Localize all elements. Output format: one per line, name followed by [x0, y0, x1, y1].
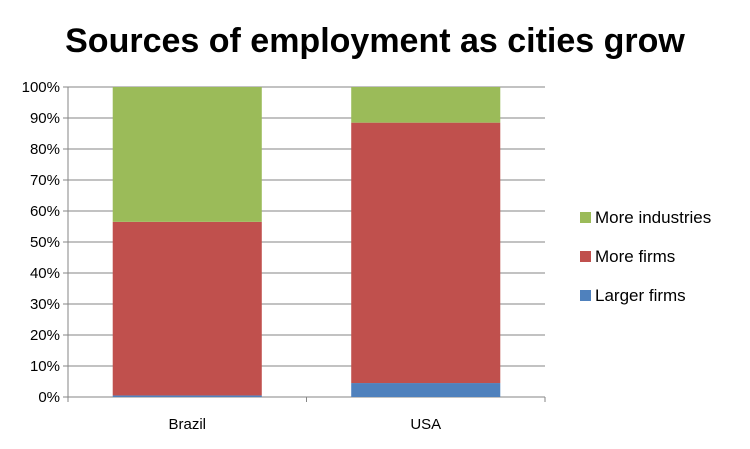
- legend-swatch: [580, 290, 591, 301]
- bar-segment: [351, 87, 501, 123]
- x-tick-labels: Brazil USA: [168, 416, 441, 433]
- bars: [112, 87, 501, 397]
- y-tick-label: 60%: [30, 203, 60, 220]
- y-tick-label: 10%: [30, 358, 60, 375]
- legend-swatch: [580, 251, 591, 262]
- y-tick-label: 80%: [30, 141, 60, 158]
- y-tick-label: 50%: [30, 234, 60, 251]
- y-tick-labels: 0% 10% 20% 30% 40% 50% 60% 70% 80% 90% 100%: [22, 79, 60, 406]
- bar-segment: [112, 87, 262, 222]
- bar-segment: [351, 383, 501, 397]
- y-tick-label: 30%: [30, 296, 60, 313]
- bar-segment: [112, 221, 262, 396]
- legend: More industries More firms Larger firms: [580, 208, 711, 305]
- bar-segment: [351, 122, 501, 384]
- bar-segment: [112, 395, 262, 397]
- legend-label: More firms: [595, 247, 675, 266]
- y-tick-label: 20%: [30, 327, 60, 344]
- x-tick-label: Brazil: [168, 416, 206, 433]
- chart-title: Sources of employment as cities grow: [65, 22, 685, 60]
- y-tick-label: 0%: [38, 389, 60, 406]
- legend-label: More industries: [595, 208, 711, 227]
- y-tick-label: 70%: [30, 172, 60, 189]
- legend-swatch: [580, 212, 591, 223]
- legend-label: Larger firms: [595, 286, 686, 305]
- y-tick-label: 40%: [30, 265, 60, 282]
- y-tick-label: 90%: [30, 110, 60, 127]
- y-tick-label: 100%: [22, 79, 60, 96]
- x-tick-label: USA: [410, 416, 441, 433]
